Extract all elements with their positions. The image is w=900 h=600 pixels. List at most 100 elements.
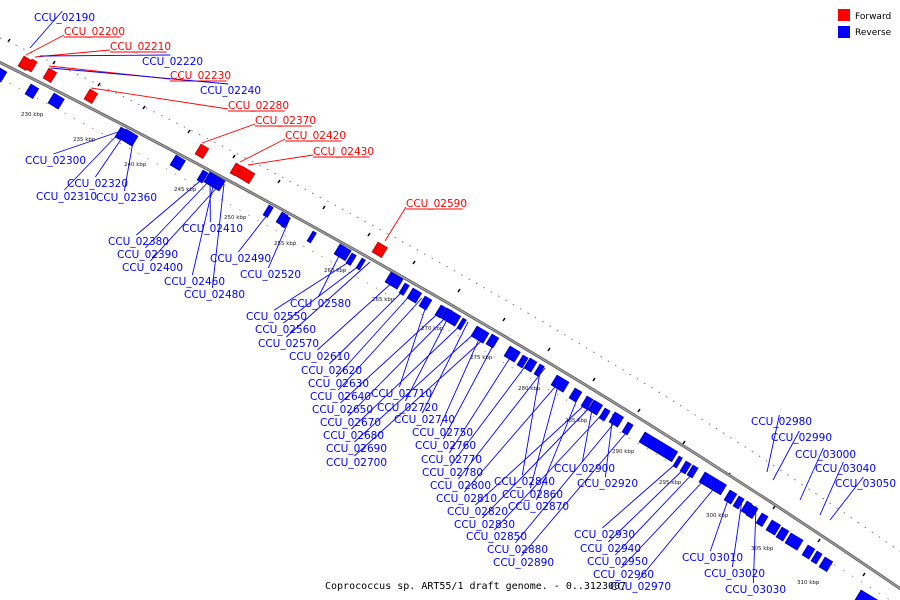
leader-line — [457, 367, 546, 480]
gene-label: CCU_02980 — [751, 416, 812, 428]
gene-block — [398, 282, 410, 296]
leader-line — [354, 335, 488, 457]
leader-line — [384, 206, 407, 242]
leader-line — [448, 349, 516, 454]
leader-line — [211, 183, 225, 289]
gene-label: CCU_02390 — [117, 249, 178, 261]
tick-label: 255 kbp — [274, 241, 297, 247]
leader-line — [475, 399, 591, 506]
gene-label: CCU_03030 — [725, 584, 786, 596]
gene-label: CCU_02680 — [323, 430, 384, 442]
gene-labels: CCU_02200 CCU_02210 CCU_02230 CCU_02280 CCU_… — [25, 12, 896, 596]
leader-line — [329, 286, 408, 365]
leader-line — [348, 311, 452, 417]
leader-line — [449, 359, 531, 467]
legend: Forward Reverse — [838, 9, 892, 38]
genome-backbone — [0, 37, 900, 600]
gene-label: CCU_02800 — [430, 480, 491, 492]
leader-line — [29, 10, 63, 49]
leader-line — [529, 377, 561, 489]
gene-label: CCU_02880 — [487, 544, 548, 556]
gene-label: CCU_02780 — [422, 467, 483, 479]
leader-line — [286, 261, 371, 338]
tick-dash — [637, 408, 641, 413]
leader-line — [39, 54, 171, 57]
leader-line — [150, 181, 223, 262]
gene-label: CCU_02430 — [313, 146, 374, 158]
leader-line — [829, 476, 864, 521]
leader-line — [398, 299, 429, 388]
gene-label: CCU_02380 — [108, 236, 169, 248]
gene-label: CCU_02850 — [466, 531, 527, 543]
gene-block — [755, 512, 769, 527]
tick-label: 250 kbp — [224, 215, 247, 221]
leader-line — [464, 379, 562, 493]
gene-block — [732, 495, 745, 510]
leader-line — [421, 321, 469, 414]
gene-label: CCU_02200 — [64, 26, 125, 38]
gene-block — [119, 128, 139, 147]
gene-label: CCU_02490 — [210, 253, 271, 265]
tick-dash — [592, 377, 596, 382]
gene-label: CCU_02210 — [110, 41, 171, 53]
tick-label: 295 kbp — [659, 480, 682, 486]
leader-line — [274, 257, 356, 311]
gene-block — [456, 317, 467, 331]
gene-block — [516, 354, 529, 369]
gene-label: CCU_03010 — [682, 552, 743, 564]
gene-block — [17, 55, 33, 71]
gene-label: CCU_02580 — [290, 298, 351, 310]
tick-dash — [52, 60, 56, 65]
gene-block — [235, 165, 256, 185]
gene-block — [608, 411, 625, 428]
leader-line — [283, 261, 365, 324]
gene-label: CCU_02830 — [454, 519, 515, 531]
gene-label: CCU_02920 — [577, 478, 638, 490]
gene-block — [194, 143, 210, 159]
gene-label: CCU_02610 — [289, 351, 350, 363]
leader-line — [351, 319, 467, 430]
gene-label: CCU_02410 — [182, 223, 243, 235]
gene-label: CCU_02770 — [421, 454, 482, 466]
leader-line — [535, 391, 581, 501]
gene-block — [470, 325, 490, 344]
leader-line — [615, 469, 697, 556]
gene-block — [503, 345, 521, 363]
leader-line — [494, 409, 607, 531]
gene-block — [621, 421, 634, 436]
leader-line — [50, 67, 229, 85]
gene-label: CCU_02640 — [310, 391, 371, 403]
tick-dash — [142, 105, 146, 110]
tick-dash — [367, 232, 371, 237]
gene-block — [345, 252, 357, 266]
gene-label: CCU_02710 — [371, 388, 432, 400]
leader-line — [731, 499, 743, 568]
legend-reverse-label: Reverse — [855, 28, 892, 38]
leader-line — [247, 154, 314, 166]
gene-label: CCU_02890 — [493, 557, 554, 569]
gene-label: CCU_02960 — [593, 569, 654, 581]
tick-label: 275 kbp — [470, 355, 493, 361]
gene-block — [784, 532, 804, 551]
gene-block — [306, 230, 317, 244]
tick-label: 270 kbp — [421, 326, 444, 332]
gene-label: CCU_03020 — [704, 568, 765, 580]
outer-dotted-guide — [0, 37, 900, 553]
tick-dash — [547, 347, 551, 352]
gene-label: CCU_02810 — [436, 493, 497, 505]
gene-label: CCU_02900 — [554, 463, 615, 475]
gene-block — [42, 67, 58, 83]
leader-line — [336, 291, 414, 378]
gene-block — [355, 257, 366, 271]
gene-block — [280, 215, 291, 229]
leader-line — [267, 217, 291, 269]
tick-label: 310 kbp — [797, 580, 820, 586]
gene-label: CCU_02740 — [394, 414, 455, 426]
gene-block — [638, 431, 679, 463]
tick-label: 240 kbp — [124, 162, 147, 168]
leader-line — [515, 415, 621, 544]
leader-line — [136, 175, 207, 236]
leader-line — [621, 477, 707, 569]
gene-label: CCU_02750 — [412, 427, 473, 439]
tick-dash — [862, 572, 866, 577]
